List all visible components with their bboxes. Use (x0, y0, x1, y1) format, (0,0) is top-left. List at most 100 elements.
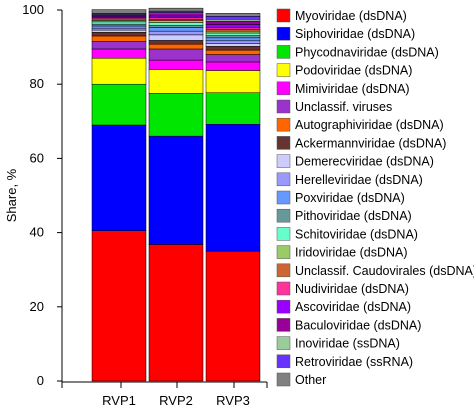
bar-segment-rvp2-16 (148, 15, 204, 19)
legend-label: Mimiviridae (dsDNA) (295, 82, 410, 96)
bar-segment-rvp2-4 (148, 59, 204, 70)
y-tick-label: 20 (30, 299, 44, 314)
bar-segment-rvp1-10 (91, 25, 147, 29)
legend: Myoviridae (dsDNA) Siphoviridae (dsDNA) Ph… (276, 8, 474, 387)
bar-segment-rvp1-7 (91, 32, 147, 37)
bar-segment-rvp1-9 (91, 27, 147, 31)
bar-segment-rvp3-6 (205, 49, 261, 55)
legend-label: Ackermannviridae (dsDNA) (295, 136, 446, 150)
legend-label: Demerecviridae (dsDNA) (295, 155, 434, 169)
legend-label: Phycodnaviridae (dsDNA) (295, 45, 439, 59)
legend-swatch (276, 318, 291, 332)
bar-segment-rvp1-20 (91, 9, 147, 14)
bar-segment-rvp1-0 (91, 230, 147, 382)
bar-segment-rvp3-15 (205, 27, 261, 30)
bar-segment-rvp3-5 (205, 54, 261, 63)
legend-label: Myoviridae (dsDNA) (295, 9, 407, 23)
bar-segment-rvp2-6 (148, 43, 204, 50)
legend-label: Nudiviridae (dsDNA) (295, 282, 409, 296)
legend-swatch (276, 99, 291, 114)
bar-segment-rvp1-1 (91, 124, 147, 231)
legend-label: Unclassif. viruses (295, 100, 392, 114)
x-tick-label: RVP2 (159, 393, 193, 408)
plot-area (91, 7, 261, 382)
bar-segment-rvp2-3 (148, 69, 204, 94)
legend-swatch (276, 63, 291, 77)
legend-swatch (276, 8, 291, 23)
bar-segment-rvp2-13 (148, 20, 204, 23)
y-tick-label: 60 (30, 150, 44, 165)
y-axis-label: Share, % (4, 168, 19, 222)
legend-swatch (276, 227, 291, 241)
bar-segment-rvp3-16 (205, 24, 261, 29)
legend-swatch (276, 263, 291, 278)
legend-label: Autographiviridae (dsDNA) (295, 118, 444, 132)
bar-segment-rvp3-19 (205, 16, 261, 20)
bar-segment-rvp3-20 (205, 13, 261, 17)
legend-label: Herelleviridae (dsDNA) (295, 173, 423, 187)
bar-segment-rvp3-2 (205, 92, 261, 125)
legend-label: Pithoviridae (dsDNA) (295, 209, 412, 223)
bar-segment-rvp1-12 (91, 21, 147, 25)
bar-segment-rvp2-12 (148, 22, 204, 26)
y-tick-label: 0 (37, 373, 44, 388)
legend-label: Baculoviridae (dsDNA) (295, 318, 421, 332)
legend-swatch (276, 336, 291, 350)
bar-segment-rvp3-12 (205, 32, 261, 36)
x-tick-label: RVP1 (102, 393, 136, 408)
legend-swatch (276, 281, 291, 296)
bar-segment-rvp1-8 (91, 29, 147, 33)
legend-label: Ascoviridae (dsDNA) (295, 300, 411, 314)
legend-label: Iridoviridae (dsDNA) (295, 246, 408, 260)
bar-segment-rvp3-11 (205, 35, 261, 39)
legend-swatch (276, 299, 291, 314)
bar-segment-rvp2-20 (148, 7, 204, 12)
bar-segment-rvp2-8 (148, 34, 204, 41)
bar-segment-rvp2-5 (148, 48, 204, 61)
bar-segment-rvp3-17 (205, 20, 261, 25)
bar-segment-rvp1-4 (91, 48, 147, 59)
y-tick-label: 40 (30, 225, 44, 240)
bar-segment-rvp2-2 (148, 93, 204, 137)
legend-swatch (276, 45, 291, 59)
axes: 0 20 40 60 80 100 RVP1 RVP2 RVP3 (22, 2, 268, 408)
legend-label: Poxviridae (dsDNA) (295, 191, 405, 205)
bar-segment-rvp2-10 (148, 27, 204, 32)
bar-segment-rvp3-7 (205, 46, 261, 51)
bar-segment-rvp1-6 (91, 35, 147, 42)
legend-swatch (276, 372, 291, 387)
bar-segment-rvp3-1 (205, 124, 261, 252)
legend-label: Inoviridae (ssDNA) (295, 337, 400, 351)
bar-segment-rvp3-8 (205, 43, 261, 47)
y-tick-label: 80 (30, 76, 44, 91)
legend-label: Retroviridae (ssRNA) (295, 355, 413, 369)
legend-swatch (276, 136, 291, 150)
legend-label: Podoviridae (dsDNA) (295, 64, 412, 78)
legend-swatch (276, 190, 291, 205)
legend-swatch (276, 172, 291, 187)
bar-segment-rvp2-0 (148, 244, 204, 382)
bar-segment-rvp2-9 (148, 30, 204, 36)
legend-swatch (276, 354, 291, 369)
bar-segment-rvp2-1 (148, 135, 204, 245)
bar-segment-rvp1-11 (91, 23, 147, 27)
legend-swatch (276, 245, 291, 259)
bar-segment-rvp3-0 (205, 250, 261, 382)
bar-segment-rvp3-10 (205, 37, 261, 42)
bar-segment-rvp3-9 (205, 40, 261, 44)
bar-segment-rvp3-13 (205, 30, 261, 34)
legend-label: Schitoviridae (dsDNA) (295, 227, 418, 241)
legend-label: Unclassif. Caudovirales (dsDNA) (295, 264, 474, 278)
bar-segment-rvp3-4 (205, 61, 261, 71)
y-tick-label: 100 (22, 2, 44, 17)
bar-segment-rvp3-18 (205, 19, 261, 22)
legend-label: Other (295, 373, 326, 387)
legend-swatch (276, 26, 291, 41)
legend-swatch (276, 208, 291, 223)
legend-swatch (276, 154, 291, 168)
legend-label: Siphoviridae (dsDNA) (295, 27, 415, 41)
bar-segment-rvp3-3 (205, 70, 261, 93)
bar-segment-rvp2-11 (148, 24, 204, 28)
bar-segment-rvp2-7 (148, 40, 204, 45)
